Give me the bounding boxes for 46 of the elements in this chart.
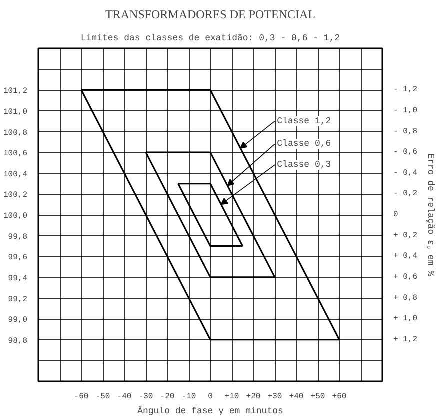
chart-title: TRANSFORMADORES DE POTENCIAL <box>105 8 316 22</box>
y2-tick-label: + 1,0 <box>394 314 418 324</box>
annotation: Classe 1,2 <box>277 116 332 126</box>
y-tick-label: 100,8 <box>3 128 28 138</box>
y2-tick-label: + 1,2 <box>394 335 418 344</box>
y2-tick-label: - 0,4 <box>394 168 418 178</box>
x-tick-label: +30 <box>268 392 282 402</box>
y-tick-label: 101,0 <box>3 108 28 117</box>
y2-tick-label: - 1,2 <box>394 86 418 95</box>
y2-tick-label: + 0,2 <box>394 231 418 240</box>
y2-tick-label: + 0,6 <box>394 272 418 282</box>
x-tick-label: -30 <box>138 392 154 402</box>
y-tick-label: 100,0 <box>3 212 28 221</box>
y-tick-label: 100,6 <box>3 150 28 159</box>
x-tick-label: -10 <box>182 392 196 402</box>
x-tick-label: +60 <box>332 392 347 402</box>
x-tick-label: +50 <box>310 392 326 402</box>
x-tick-label: -50 <box>96 392 110 402</box>
x-tick-label: +10 <box>224 392 240 402</box>
x-tick-label: +40 <box>289 392 304 402</box>
y2-tick-label: 0 <box>394 210 398 220</box>
y-tick-label: 99,4 <box>8 274 28 284</box>
y-tick-label: 101,2 <box>3 87 28 96</box>
y-tick-label: 100,2 <box>3 191 28 200</box>
y-tick-label: 99,6 <box>8 254 28 263</box>
y-tick-label: 99,2 <box>8 295 28 304</box>
x-tick-label: -40 <box>117 392 132 402</box>
x-tick-label: +20 <box>246 392 261 402</box>
y2-tick-label: - 0,8 <box>394 127 418 136</box>
y2-tick-label: + 0,4 <box>394 252 418 262</box>
x-tick-label: -20 <box>160 392 175 402</box>
chart-subtitle: Limites das classes de exatidão: 0,3 - 0,6 - 1,2 <box>80 34 340 44</box>
y2-axis-title: Erro de relação εₚ em % <box>426 154 436 278</box>
y2-tick-label: - 0,6 <box>394 148 418 158</box>
y-tick-label: 99,8 <box>8 232 28 242</box>
y2-tick-label: - 1,0 <box>394 106 418 116</box>
y-tick-label: 99,0 <box>8 316 28 326</box>
x-tick-label: -60 <box>74 392 89 402</box>
y-tick-label: 100,4 <box>3 170 28 180</box>
x-axis-title: Ângulo de fase γ em minutos <box>138 406 284 416</box>
y2-tick-label: + 0,8 <box>394 294 418 303</box>
y-tick-label: 98,8 <box>8 336 28 346</box>
annotation: Classe 0,3 <box>277 160 332 170</box>
y2-tick-label: - 0,2 <box>394 190 418 199</box>
x-tick-label: 0 <box>208 392 214 402</box>
annotation: Classe 0,6 <box>277 139 332 150</box>
